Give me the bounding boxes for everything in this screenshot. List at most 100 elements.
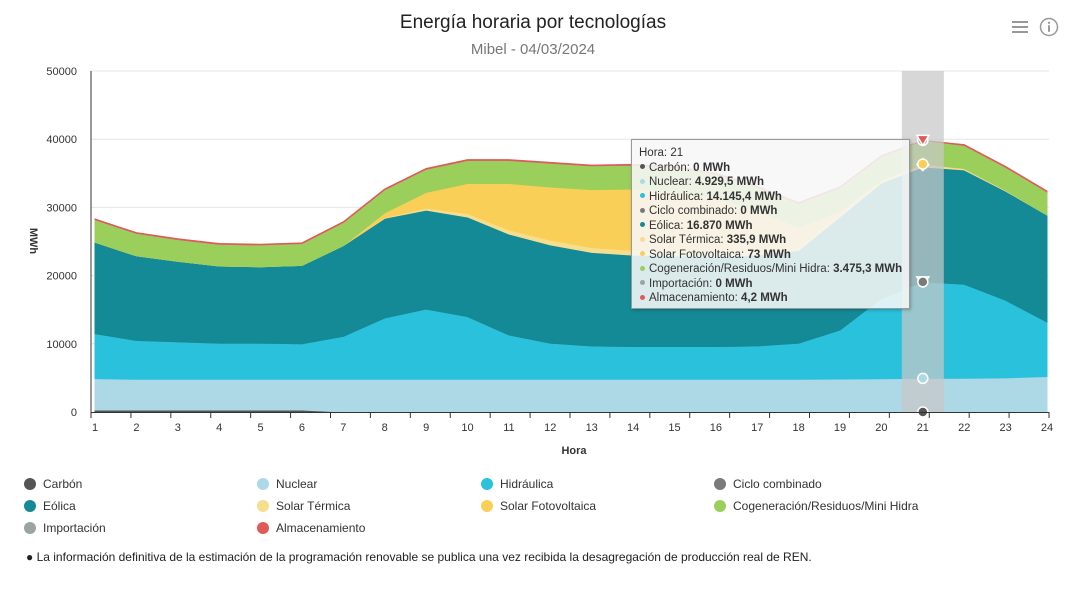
series-dot-icon bbox=[640, 251, 645, 257]
x-tick-label: 6 bbox=[299, 422, 305, 434]
info-icon[interactable] bbox=[1039, 17, 1059, 37]
x-tick-label: 20 bbox=[875, 422, 887, 434]
x-tick-label: 9 bbox=[423, 422, 429, 434]
x-tick-label: 11 bbox=[503, 422, 514, 434]
legend-item[interactable]: Solar Fotovoltaica bbox=[481, 499, 596, 513]
y-tick-label: 0 bbox=[71, 407, 77, 419]
legend-item[interactable]: Eólica bbox=[24, 499, 76, 513]
tooltip-row-value: 73 MWh bbox=[747, 248, 791, 261]
legend-item[interactable]: Almacenamiento bbox=[257, 521, 365, 535]
tooltip-row-label: Eólica: bbox=[649, 219, 687, 232]
legend-dot-icon bbox=[714, 499, 726, 512]
tooltip-row-label: Hidráulica: bbox=[649, 190, 707, 203]
legend-item-label: Solar Fotovoltaica bbox=[500, 499, 597, 513]
tooltip-row: Almacenamiento: 4,2 MWh bbox=[639, 291, 902, 306]
hover-tooltip: Hora: 21 Carbón: 0 MWh Nuclear: 4.929,5 M… bbox=[631, 139, 910, 309]
area-almacenamiento[interactable] bbox=[94, 139, 1048, 246]
tooltip-row: Ciclo combinado: 0 MWh bbox=[639, 204, 902, 219]
tooltip-row-value: 0 MWh bbox=[715, 277, 753, 290]
tooltip-rows: Carbón: 0 MWh Nuclear: 4.929,5 MWh Hidrául… bbox=[639, 161, 902, 306]
tooltip-row: Hidráulica: 14.145,4 MWh bbox=[639, 190, 902, 205]
x-tick-label: 19 bbox=[834, 422, 846, 434]
legend-dot-icon bbox=[257, 499, 269, 512]
legend-item-label: Cogeneración/Residuos/Mini Hidra bbox=[733, 499, 919, 513]
legend-item-label: Ciclo combinado bbox=[733, 477, 822, 491]
tooltip-row-value: 0 MWh bbox=[693, 161, 731, 174]
x-tick-label: 12 bbox=[544, 422, 556, 434]
x-tick-label: 16 bbox=[710, 422, 722, 434]
legend-item[interactable]: Ciclo combinado bbox=[714, 477, 822, 491]
series-dot-icon bbox=[640, 193, 645, 199]
legend-item[interactable]: Solar Térmica bbox=[257, 499, 350, 513]
x-tick-label: 1 bbox=[92, 422, 98, 434]
x-tick-label: 14 bbox=[627, 422, 639, 434]
y-axis-title: MWh bbox=[27, 228, 39, 255]
legend-dot-icon bbox=[24, 477, 36, 490]
y-tick-label: 40000 bbox=[46, 134, 77, 146]
legend-item[interactable]: Nuclear bbox=[257, 477, 317, 491]
legend-item-label: Eólica bbox=[43, 499, 76, 513]
hover-marker bbox=[915, 134, 931, 147]
legend-dot-icon bbox=[714, 477, 726, 490]
legend-item-label: Importación bbox=[43, 521, 106, 535]
tooltip-row-value: 16.870 MWh bbox=[686, 219, 753, 232]
legend-dot-icon bbox=[481, 499, 493, 512]
footnote: ● La información definitiva de la estima… bbox=[26, 550, 812, 564]
legend-dot-icon bbox=[24, 521, 36, 534]
x-tick-label: 7 bbox=[340, 422, 346, 434]
tooltip-row: Eólica: 16.870 MWh bbox=[639, 219, 902, 234]
tooltip-row: Importación: 0 MWh bbox=[639, 277, 902, 292]
x-tick-label: 24 bbox=[1041, 422, 1053, 434]
legend-item[interactable]: Hidráulica bbox=[481, 477, 553, 491]
x-tick-label: 17 bbox=[751, 422, 763, 434]
tooltip-row-label: Carbón: bbox=[649, 161, 694, 174]
tooltip-row-value: 4.929,5 MWh bbox=[695, 176, 765, 188]
y-tick-label: 10000 bbox=[46, 339, 77, 351]
menu-icon[interactable] bbox=[1011, 18, 1029, 36]
chart-subtitle: Mibel - 04/03/2024 bbox=[470, 41, 596, 58]
tooltip-row: Solar Fotovoltaica: 73 MWh bbox=[639, 248, 902, 263]
x-tick-label: 18 bbox=[793, 422, 805, 434]
legend-item[interactable]: Carbón bbox=[24, 477, 82, 491]
tooltip-header-label: Hora: bbox=[639, 147, 668, 159]
tooltip-header: Hora: 21 bbox=[639, 146, 902, 161]
tooltip-row-label: Ciclo combinado: bbox=[649, 205, 741, 217]
tooltip-row-value: 0 MWh bbox=[740, 205, 778, 217]
x-tick-label: 10 bbox=[461, 422, 473, 434]
tooltip-row-label: Almacenamiento: bbox=[649, 292, 742, 304]
x-tick-label: 15 bbox=[668, 422, 680, 434]
x-tick-label: 4 bbox=[216, 422, 222, 434]
legend-dot-icon bbox=[257, 477, 269, 490]
hover-markers bbox=[915, 134, 931, 418]
tooltip-row: Cogeneración/Residuos/Mini Hidra: 3.475,… bbox=[639, 262, 902, 277]
x-tick-label: 21 bbox=[917, 422, 929, 434]
tooltip-row: Nuclear: 4.929,5 MWh bbox=[639, 175, 902, 190]
x-tick-label: 8 bbox=[382, 422, 388, 434]
legend-item-label: Solar Térmica bbox=[276, 499, 351, 513]
series-dot-icon bbox=[640, 236, 645, 242]
series-dot-icon bbox=[640, 280, 645, 286]
x-axis-title: Hora bbox=[561, 445, 587, 457]
tooltip-row-label: Importación: bbox=[649, 277, 716, 290]
legend-item-label: Hidráulica bbox=[500, 477, 554, 491]
tooltip-row-label: Cogeneración/Residuos/Mini Hidra: bbox=[649, 263, 834, 275]
tooltip-row: Solar Térmica: 335,9 MWh bbox=[639, 233, 902, 248]
hover-marker bbox=[917, 158, 929, 170]
tooltip-row-label: Solar Térmica: bbox=[649, 234, 727, 246]
tooltip-header-value: 21 bbox=[670, 147, 684, 159]
x-tick-label: 5 bbox=[258, 422, 264, 434]
y-tick-label: 20000 bbox=[46, 271, 77, 283]
legend-item-label: Nuclear bbox=[276, 477, 318, 491]
legend-item-label: Almacenamiento bbox=[276, 521, 366, 535]
legend-dot-icon bbox=[24, 499, 36, 512]
legend-item[interactable]: Importación bbox=[24, 521, 106, 535]
x-tick-label: 13 bbox=[586, 422, 598, 434]
series-dot-icon bbox=[640, 178, 645, 184]
series-dot-icon bbox=[640, 222, 645, 228]
tooltip-row-label: Solar Fotovoltaica: bbox=[649, 248, 748, 261]
legend-item[interactable]: Cogeneración/Residuos/Mini Hidra bbox=[714, 499, 918, 513]
tooltip-row-value: 335,9 MWh bbox=[726, 234, 787, 246]
hover-marker bbox=[917, 372, 929, 385]
